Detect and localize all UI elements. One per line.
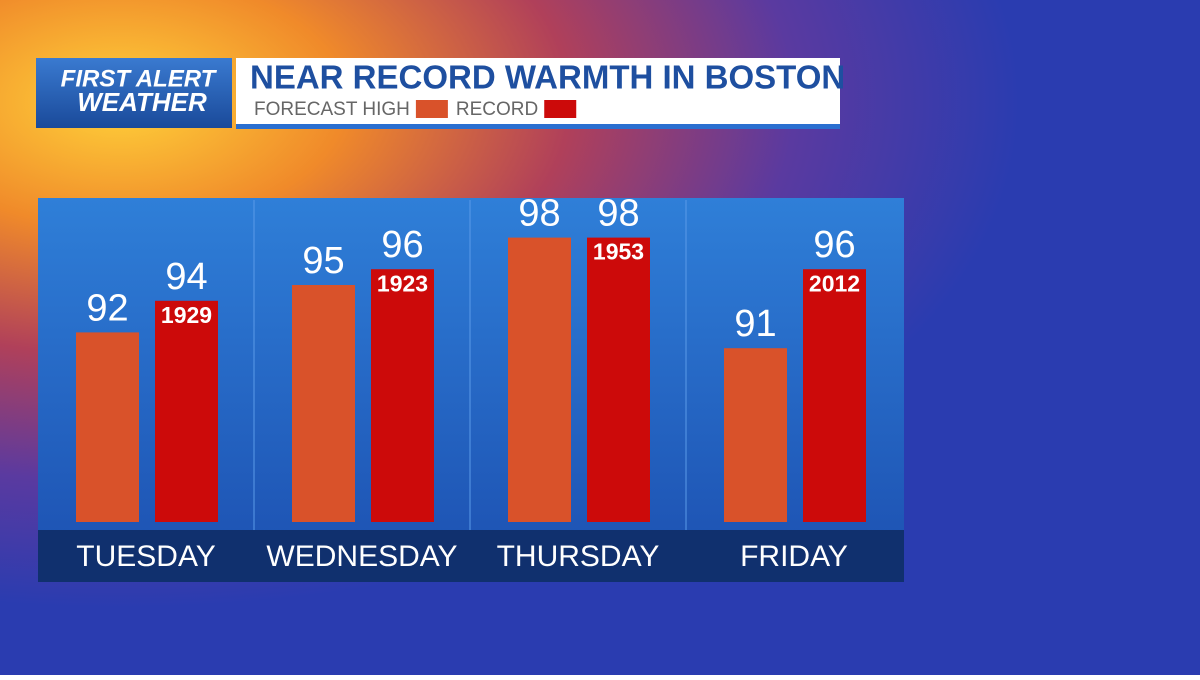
x-tick-label: THURSDAY: [497, 540, 660, 573]
brand-line2: WEATHER: [77, 87, 207, 117]
chart-title: NEAR RECORD WARMTH IN BOSTON: [250, 59, 845, 96]
legend-label: RECORD: [456, 99, 538, 120]
title-bar: [236, 58, 840, 128]
record-year: 1953: [593, 239, 644, 265]
bar: [371, 269, 434, 522]
legend-swatch: [415, 100, 448, 118]
value-label: 98: [597, 193, 639, 235]
value-label: 96: [381, 224, 423, 266]
bar: [292, 285, 355, 522]
legend-label: FORECAST HIGH: [254, 99, 410, 120]
value-label: 95: [302, 240, 344, 282]
value-label: 96: [813, 224, 855, 266]
brand-line1: FIRST ALERT: [61, 65, 218, 92]
logo-box: [36, 58, 232, 128]
bar: [724, 348, 787, 522]
x-tick-label: WEDNESDAY: [266, 540, 457, 573]
value-label: 92: [86, 287, 128, 329]
record-year: 1923: [377, 270, 428, 296]
label-strip: [38, 530, 904, 582]
bar: [155, 300, 218, 522]
record-year: 1929: [161, 302, 212, 328]
title-underline: [236, 124, 840, 129]
x-tick-label: TUESDAY: [76, 540, 215, 573]
x-tick-label: FRIDAY: [740, 540, 848, 573]
record-year: 2012: [809, 270, 860, 296]
value-label: 91: [734, 303, 776, 345]
legend-swatch: [544, 100, 577, 118]
bar: [803, 269, 866, 522]
bar: [76, 332, 139, 522]
bar: [508, 237, 571, 522]
value-label: 98: [518, 193, 560, 235]
bar: [587, 237, 650, 522]
value-label: 94: [165, 256, 207, 298]
